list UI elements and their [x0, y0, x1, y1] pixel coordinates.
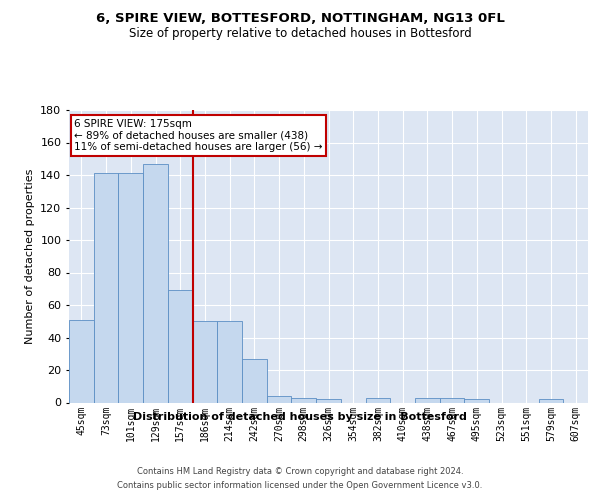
- Bar: [69, 320, 94, 402]
- Bar: [217, 322, 242, 402]
- Bar: [94, 174, 118, 402]
- Text: Contains HM Land Registry data © Crown copyright and database right 2024.: Contains HM Land Registry data © Crown c…: [137, 468, 463, 476]
- Y-axis label: Number of detached properties: Number of detached properties: [25, 168, 35, 344]
- Bar: [143, 164, 168, 402]
- Text: Distribution of detached houses by size in Bottesford: Distribution of detached houses by size …: [133, 412, 467, 422]
- Bar: [193, 322, 217, 402]
- Text: 6 SPIRE VIEW: 175sqm
← 89% of detached houses are smaller (438)
11% of semi-deta: 6 SPIRE VIEW: 175sqm ← 89% of detached h…: [74, 119, 323, 152]
- Bar: [316, 399, 341, 402]
- Bar: [464, 399, 489, 402]
- Bar: [539, 399, 563, 402]
- Bar: [365, 398, 390, 402]
- Text: Size of property relative to detached houses in Bottesford: Size of property relative to detached ho…: [128, 28, 472, 40]
- Text: 6, SPIRE VIEW, BOTTESFORD, NOTTINGHAM, NG13 0FL: 6, SPIRE VIEW, BOTTESFORD, NOTTINGHAM, N…: [95, 12, 505, 26]
- Bar: [440, 398, 464, 402]
- Text: Contains public sector information licensed under the Open Government Licence v3: Contains public sector information licen…: [118, 481, 482, 490]
- Bar: [267, 396, 292, 402]
- Bar: [242, 358, 267, 403]
- Bar: [118, 174, 143, 402]
- Bar: [292, 398, 316, 402]
- Bar: [415, 398, 440, 402]
- Bar: [168, 290, 193, 403]
